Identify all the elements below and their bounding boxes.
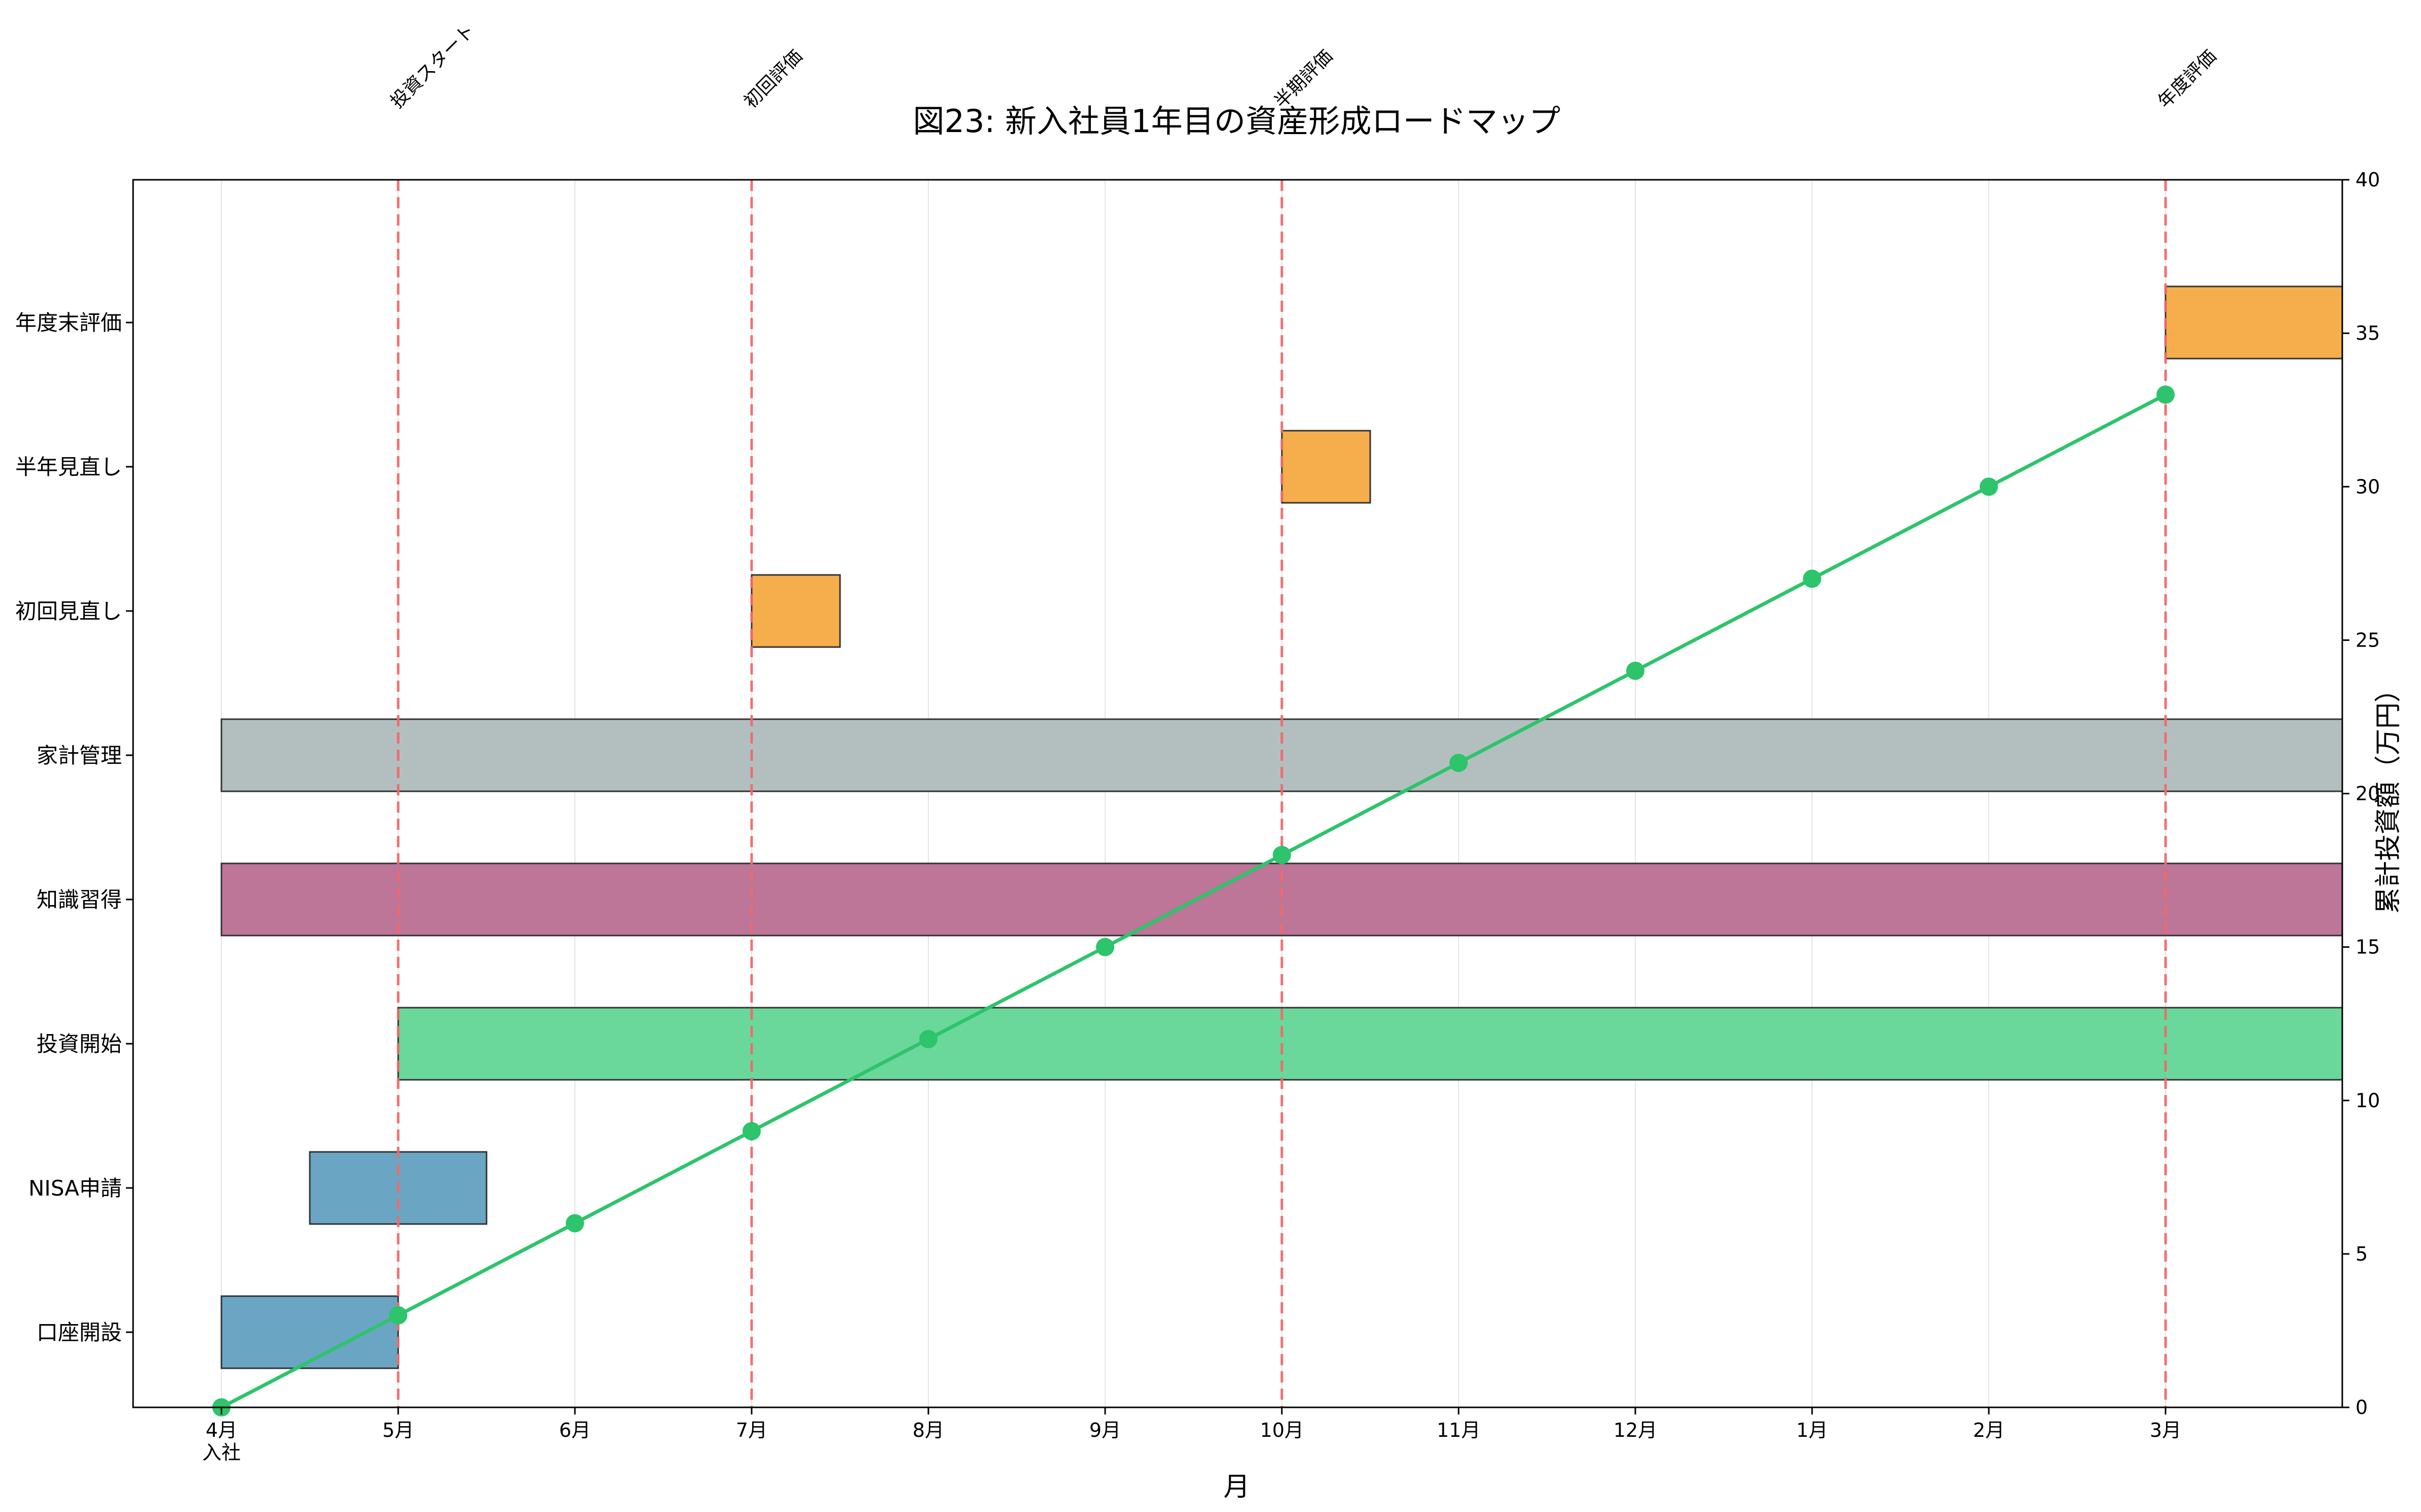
cumulative-line-path — [220, 393, 2167, 1409]
cumulative-point — [1096, 938, 1114, 956]
cumulative-point — [1273, 846, 1291, 864]
task-label: 口座開設 — [37, 1320, 122, 1345]
cumulative-point — [919, 1030, 938, 1048]
grid-layer — [221, 180, 2166, 1407]
task-label: 知識習得 — [37, 887, 122, 912]
task-bar — [1281, 430, 1371, 504]
cumulative-point — [566, 1214, 584, 1233]
milestone-lines: 投資スタート 初回評価 半期評価 年度評価 — [386, 20, 2220, 1407]
milestone-label: 投資スタート — [386, 20, 479, 113]
y-right-tick-label: 15 — [2355, 936, 2380, 958]
task-bar — [2165, 285, 2343, 360]
x-tick-label: 8月 — [913, 1419, 944, 1441]
cumulative-point — [389, 1306, 407, 1325]
y-right-axis-label: 累計投資額（万円） — [2373, 676, 2404, 914]
y-right-tick-label: 5 — [2355, 1243, 2368, 1265]
y-right-tick-label: 10 — [2355, 1089, 2380, 1112]
cumulative-point — [743, 1122, 761, 1141]
cumulative-point — [1449, 754, 1468, 773]
task-label: 年度末評価 — [15, 310, 122, 335]
task-label: NISA申請 — [28, 1176, 122, 1201]
y-right-tick-label: 0 — [2355, 1396, 2368, 1419]
y-right-tick-label: 40 — [2355, 169, 2380, 191]
x-tick-label: 6月 — [559, 1419, 591, 1441]
cumulative-line — [212, 385, 2175, 1417]
x-tick-label: 4月 — [206, 1419, 237, 1441]
task-label: 投資開始 — [37, 1032, 122, 1056]
x-tick-label: 7月 — [736, 1419, 767, 1441]
x-tick-label: 5月 — [382, 1419, 414, 1441]
task-label: 家計管理 — [37, 743, 122, 768]
x-tick-label: 11月 — [1437, 1419, 1480, 1441]
y-right-tick-label: 35 — [2355, 322, 2380, 344]
milestone-label: 年度評価 — [2154, 46, 2220, 113]
x-tick-label: 10月 — [1260, 1419, 1304, 1441]
x-tick-sublabel: 入社 — [202, 1441, 241, 1464]
cumulative-point — [2156, 385, 2175, 404]
task-bar — [397, 1007, 2343, 1081]
y-right-tick-label: 20 — [2355, 783, 2380, 805]
cumulative-point — [1980, 477, 1998, 496]
x-tick-label: 3月 — [2150, 1419, 2181, 1441]
chart-title: 図23: 新入社員1年目の資産形成ロードマップ — [913, 103, 1561, 140]
y-right-tick-label: 25 — [2355, 629, 2380, 651]
cumulative-point — [1803, 569, 1821, 588]
x-tick-label: 2月 — [1973, 1419, 2005, 1441]
task-label: 半年見直し — [15, 455, 122, 479]
x-tick-label: 9月 — [1089, 1419, 1121, 1441]
milestone-label: 初回評価 — [740, 46, 806, 113]
cumulative-point — [1626, 661, 1644, 680]
y-right-tick-label: 30 — [2355, 475, 2380, 498]
task-label: 初回見直し — [15, 599, 122, 624]
x-axis-label: 月 — [1223, 1472, 1250, 1502]
task-bar — [751, 574, 841, 648]
x-tick-label: 1月 — [1796, 1419, 1828, 1441]
x-tick-label: 12月 — [1613, 1419, 1657, 1441]
task-bar — [220, 1295, 399, 1369]
